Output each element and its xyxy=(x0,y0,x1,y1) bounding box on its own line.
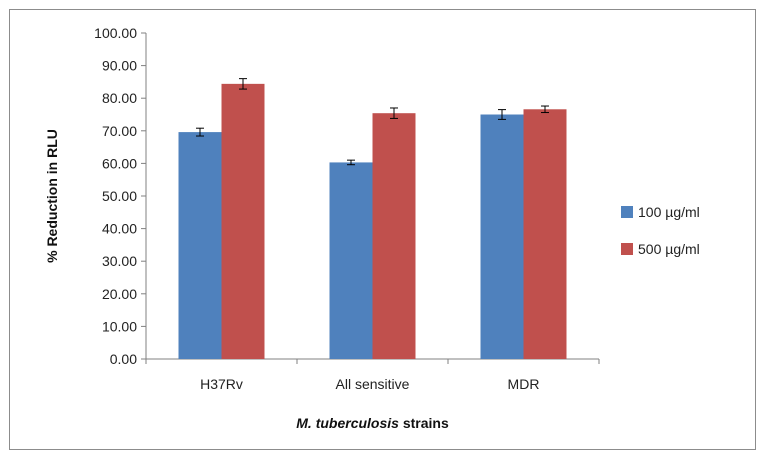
x-tick-label: H37Rv xyxy=(200,376,243,392)
plot-area: 0.00 10.00 20.00 30.00 40.00 50.00 60.00 70.00 8… xyxy=(94,25,600,392)
y-tick-label: 10.00 xyxy=(102,318,137,334)
legend-swatch xyxy=(621,243,633,255)
y-tick-label: 90.00 xyxy=(102,58,137,74)
x-axis-title-rest: strains xyxy=(399,415,449,431)
x-tick-label: MDR xyxy=(508,376,540,392)
y-tick-label: 60.00 xyxy=(102,155,137,171)
y-tick-label: 80.00 xyxy=(102,90,137,106)
legend-swatch xyxy=(621,206,633,218)
bar xyxy=(480,114,524,359)
y-axis-title: % Reduction in RLU xyxy=(44,129,60,263)
y-tick-label: 30.00 xyxy=(102,253,137,269)
bar xyxy=(372,113,416,359)
x-tick-label: All sensitive xyxy=(336,376,410,392)
bar xyxy=(329,162,373,359)
y-tick-label: 70.00 xyxy=(102,123,137,139)
bar xyxy=(523,109,567,359)
y-axis-title-group: % Reduction in RLU xyxy=(44,129,60,263)
legend-label: 500 µg/ml xyxy=(638,241,700,257)
legend-label: 100 µg/ml xyxy=(638,204,700,220)
x-axis-title-italic: M. tuberculosis xyxy=(296,415,399,431)
x-axis-title: M. tuberculosis strains xyxy=(296,415,449,431)
y-tick-label: 20.00 xyxy=(102,286,137,302)
y-tick-label: 50.00 xyxy=(102,188,137,204)
y-tick-label: 40.00 xyxy=(102,221,137,237)
bar xyxy=(178,132,222,359)
y-tick-label: 100.00 xyxy=(94,25,137,41)
bar xyxy=(221,83,265,359)
legend: 100 µg/ml 500 µg/ml xyxy=(621,204,700,257)
y-tick-label: 0.00 xyxy=(110,351,137,367)
